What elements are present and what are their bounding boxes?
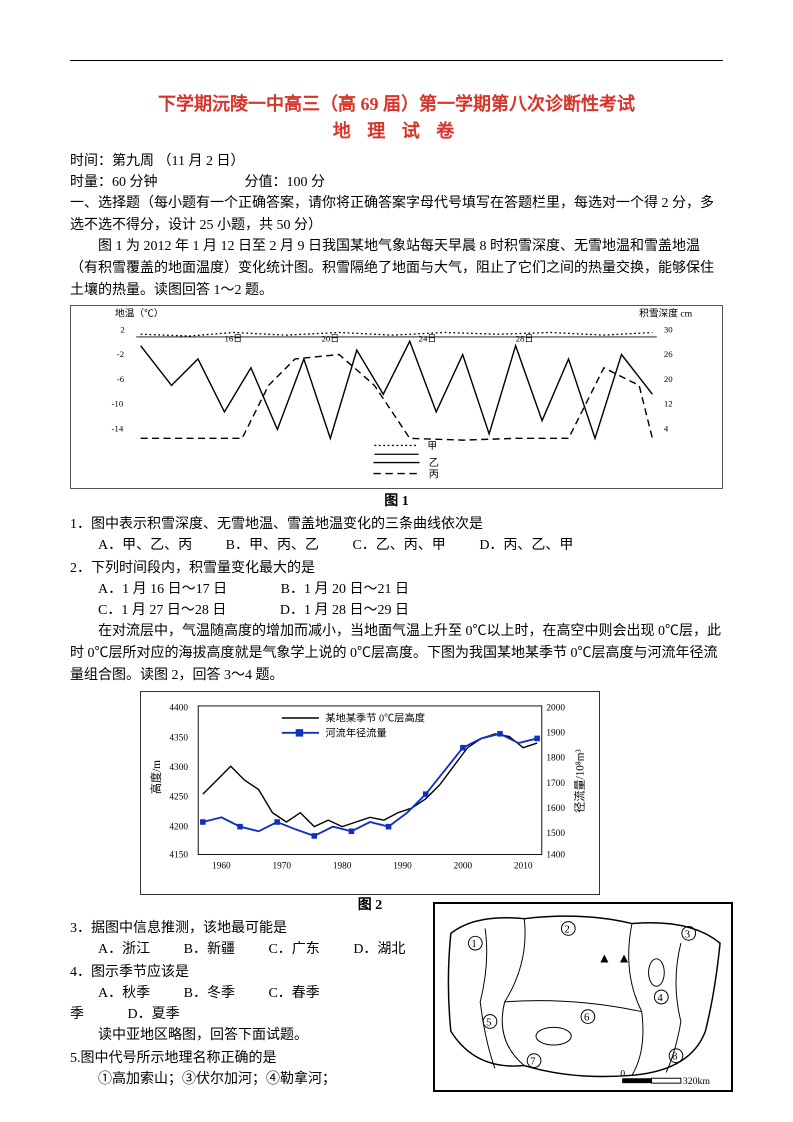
svg-text:4250: 4250 <box>169 792 188 802</box>
svg-text:4: 4 <box>657 992 663 1004</box>
q2-stem: 2．下列时间段内，积雪量变化最大的是 <box>70 558 723 579</box>
svg-text:.: . <box>427 454 428 456</box>
svg-text:1970: 1970 <box>273 861 292 871</box>
svg-text:6: 6 <box>584 1011 590 1023</box>
svg-text:4150: 4150 <box>169 850 188 860</box>
svg-text:1700: 1700 <box>546 778 565 788</box>
svg-text:0: 0 <box>620 1068 625 1079</box>
q4-option-c[interactable]: C．春季 <box>268 983 319 1004</box>
meta-score: 分值：100 分 <box>245 175 326 190</box>
q4-option-d-line: 季 D．夏季 <box>70 1004 430 1025</box>
svg-text:-14: -14 <box>112 424 124 434</box>
svg-text:2: 2 <box>564 923 569 935</box>
page-title-line1: 下学期沅陵一中高三（高 69 届）第一学期第八次诊断性考试 <box>70 91 723 118</box>
svg-text:丙: 丙 <box>429 470 439 481</box>
fig1-left-axis-label: 地温（℃） <box>115 307 163 320</box>
svg-text:1960: 1960 <box>212 861 231 871</box>
q1-option-c[interactable]: C．乙、丙、甲 <box>352 535 445 556</box>
section1-intro: 图 1 为 2012 年 1 月 12 日至 2 月 9 日我国某地气象站每天早… <box>70 236 723 301</box>
svg-text:1900: 1900 <box>546 728 565 738</box>
q4-stem: 4．图示季节应该是 <box>70 962 430 983</box>
svg-text:8: 8 <box>672 1051 677 1063</box>
svg-text:某地某季节 0℃层高度: 某地某季节 0℃层高度 <box>325 711 424 724</box>
q2-option-b[interactable]: B．1 月 20 日～21 日 <box>281 579 409 600</box>
svg-text:30: 30 <box>664 325 673 335</box>
fig1-right-axis-label: 积雪深度 cm <box>639 307 692 320</box>
svg-text:乙: 乙 <box>429 458 439 470</box>
svg-text:1980: 1980 <box>333 861 352 871</box>
svg-text:20日: 20日 <box>322 334 340 344</box>
svg-text:河流年径流量: 河流年径流量 <box>325 726 386 739</box>
q1-stem: 1．图中表示积雪深度、无雪地温、雪盖地温变化的三条曲线依次是 <box>70 514 723 535</box>
svg-text:7: 7 <box>530 1056 536 1068</box>
q3-option-d[interactable]: D．湖北 <box>353 939 405 960</box>
page-title-line2: 地 理 试 卷 <box>70 118 723 145</box>
svg-text:4300: 4300 <box>169 763 188 773</box>
q2-option-a[interactable]: A．1 月 16 日～17 日 <box>98 579 227 600</box>
q5-stem: 5.图中代号所示地理名称正确的是 <box>70 1048 430 1069</box>
svg-text:▲: ▲ <box>598 951 612 966</box>
central-asia-map: ▲ ▲ 1 2 3 4 5 6 7 8 0 320km <box>433 902 733 1092</box>
q3-option-b[interactable]: B．新疆 <box>184 939 235 960</box>
q3-option-c[interactable]: C．广东 <box>268 939 319 960</box>
q1-option-d[interactable]: D．丙、乙、甲 <box>479 535 573 556</box>
svg-text:2000: 2000 <box>454 861 473 871</box>
svg-text:1: 1 <box>471 938 476 950</box>
svg-text:-6: -6 <box>117 374 125 384</box>
svg-text:5: 5 <box>486 1016 491 1028</box>
svg-text:4400: 4400 <box>169 703 188 713</box>
q2-options-row1: A．1 月 16 日～17 日 B．1 月 20 日～21 日 <box>70 579 723 600</box>
meta-time: 时间：第九周 （11 月 2 日） <box>70 151 723 172</box>
svg-text:径流量/10⁸m³: 径流量/10⁸m³ <box>573 748 587 812</box>
svg-text:-10: -10 <box>112 399 124 409</box>
svg-text:20: 20 <box>664 374 673 384</box>
q1-options: A．甲、乙、丙 B．甲、丙、乙 C．乙、丙、甲 D．丙、乙、甲 <box>70 535 723 556</box>
q4-option-b[interactable]: B．冬季 <box>184 983 235 1004</box>
svg-text:12: 12 <box>664 399 673 409</box>
q1-option-b[interactable]: B．甲、丙、乙 <box>226 535 319 556</box>
q1-option-a[interactable]: A．甲、乙、丙 <box>98 535 192 556</box>
svg-text:▲: ▲ <box>617 951 631 966</box>
svg-text:4200: 4200 <box>169 822 188 832</box>
section1-heading: 一、选择题（每小题有一个正确答案，请你将正确答案字母代号填写在答题栏里，每选对一… <box>70 193 723 236</box>
svg-text:1500: 1500 <box>546 828 565 838</box>
svg-text:1600: 1600 <box>546 803 565 813</box>
svg-text:2000: 2000 <box>546 703 565 713</box>
top-rule <box>70 60 723 61</box>
svg-text:高度/m: 高度/m <box>149 759 163 793</box>
figure-1-chart: 地温（℃） 积雪深度 cm 2 -2 -6 -10 -14 30 26 20 1… <box>70 305 723 489</box>
q2-options-row2: C．1 月 27 日～28 日 D．1 月 28 日～29 日 <box>70 600 723 621</box>
svg-text:-2: -2 <box>117 350 124 360</box>
svg-text:24日: 24日 <box>419 334 437 344</box>
svg-text:28日: 28日 <box>516 334 534 344</box>
q4-options-row1: A．秋季 B．冬季 C．春季 <box>70 983 430 1004</box>
intro2: 在对流层中，气温随高度的增加而减小，当地面气温上升至 0℃以上时，在高空中则会出… <box>70 621 723 686</box>
svg-text:1800: 1800 <box>546 753 565 763</box>
q4-option-a[interactable]: A．秋季 <box>98 983 150 1004</box>
q4-extra: 读中亚地区略图，回答下面试题。 <box>70 1025 430 1046</box>
svg-text:1400: 1400 <box>546 850 565 860</box>
svg-text:2010: 2010 <box>514 861 533 871</box>
svg-text:1990: 1990 <box>393 861 412 871</box>
q3-option-a[interactable]: A．浙江 <box>98 939 150 960</box>
svg-text:320km: 320km <box>683 1076 711 1087</box>
svg-text:4350: 4350 <box>169 733 188 743</box>
meta-duration: 时量：60 分钟 <box>70 175 158 190</box>
svg-text:2: 2 <box>120 325 124 335</box>
figure-1-caption: 图 1 <box>70 491 723 512</box>
svg-text:4: 4 <box>664 424 669 434</box>
q4-option-d[interactable]: D．夏季 <box>128 1004 180 1025</box>
meta-duration-score: 时量：60 分钟 分值：100 分 <box>70 172 723 193</box>
q2-option-c[interactable]: C．1 月 27 日～28 日 <box>98 600 226 621</box>
q2-option-d[interactable]: D．1 月 28 日～29 日 <box>280 600 409 621</box>
svg-text:26: 26 <box>664 350 673 360</box>
figure-2-chart: 高度/m 径流量/10⁸m³ 4400 4350 4300 4250 4200 … <box>140 691 600 916</box>
q5-line2: ①高加索山；③伏尔加河；④勒拿河； <box>70 1069 430 1090</box>
svg-text:16日: 16日 <box>224 334 242 344</box>
svg-text:甲: 甲 <box>427 441 437 452</box>
svg-text:3: 3 <box>685 928 690 940</box>
